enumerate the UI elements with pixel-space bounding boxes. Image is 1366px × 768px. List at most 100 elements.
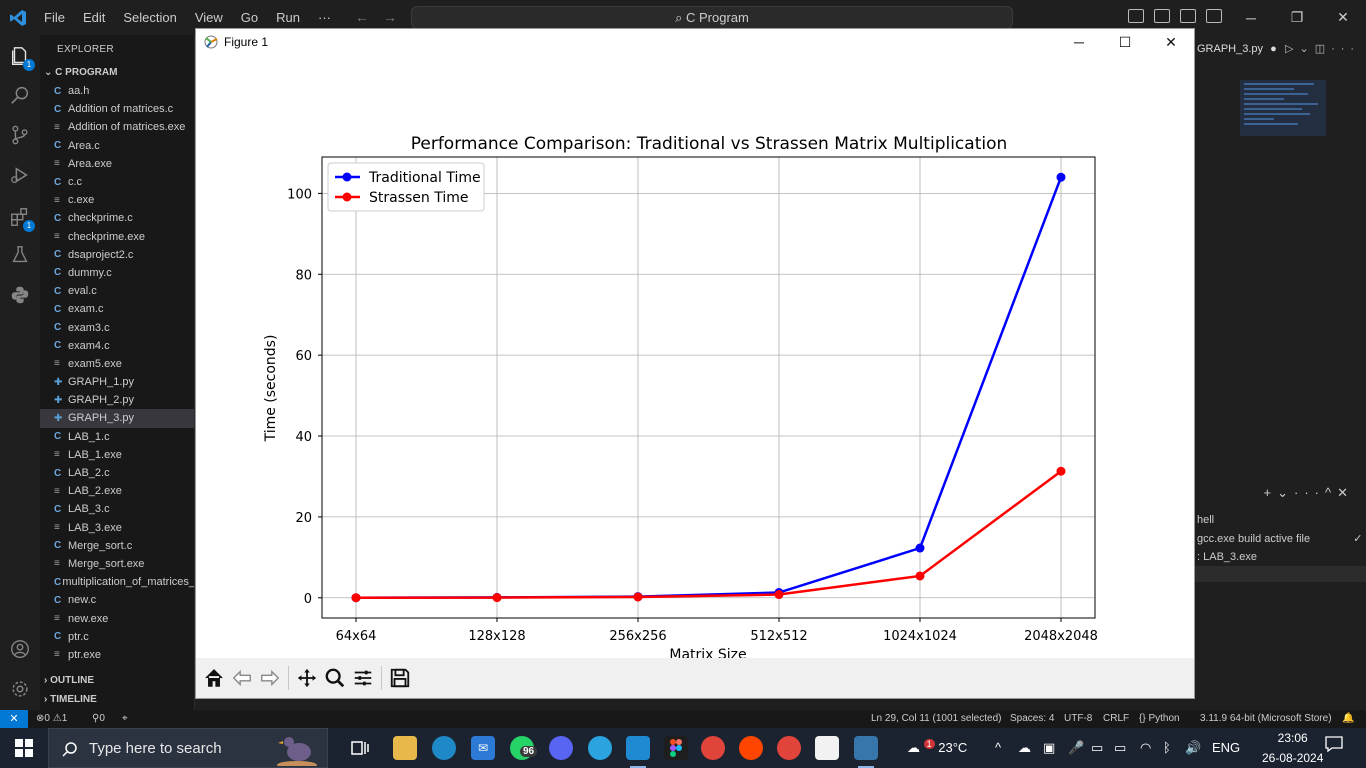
language-indicator[interactable]: ENG xyxy=(1212,740,1241,755)
file-item[interactable]: C Addition of matrices.c xyxy=(40,100,194,118)
file-item[interactable]: C LAB_1.c xyxy=(40,428,194,446)
file-item[interactable]: C Area.c xyxy=(40,137,194,155)
terminal-item[interactable]: : LAB_3.exe xyxy=(1197,551,1257,563)
menu-selection[interactable]: Selection xyxy=(123,10,177,25)
minimap[interactable] xyxy=(1240,80,1326,136)
maximize-panel-icon[interactable]: ^ xyxy=(1324,485,1338,500)
editor-tab-graph3[interactable]: GRAPH_3.py ● xyxy=(1195,35,1280,63)
python-taskbar-icon[interactable] xyxy=(854,736,878,760)
close-panel-icon[interactable]: ✕ xyxy=(1337,485,1354,500)
testing-icon[interactable] xyxy=(8,243,32,267)
reddit-icon[interactable] xyxy=(739,736,763,760)
vscode-taskbar-icon[interactable] xyxy=(626,736,650,760)
file-item[interactable]: ≡ LAB_2.exe xyxy=(40,482,194,500)
file-item[interactable]: ≡ c.exe xyxy=(40,191,194,209)
figma-icon[interactable] xyxy=(664,736,688,760)
remote-indicator-icon[interactable]: ✕ xyxy=(0,710,28,728)
split-editor-icon[interactable]: ◫ xyxy=(1314,43,1332,55)
more-actions-icon[interactable]: ··· xyxy=(1331,43,1361,55)
figure-close-button[interactable]: ✕ xyxy=(1165,33,1177,50)
pan-icon[interactable] xyxy=(293,663,321,693)
encoding[interactable]: UTF-8 xyxy=(1064,713,1093,724)
panel-more-icon[interactable]: ··· xyxy=(1293,485,1325,500)
minimize-button[interactable]: ─ xyxy=(1246,9,1256,26)
indentation[interactable]: Spaces: 4 xyxy=(1010,713,1055,724)
show-hidden-icons[interactable]: ^ xyxy=(995,740,1002,755)
file-item[interactable]: C LAB_2.c xyxy=(40,464,194,482)
problems-indicator[interactable]: ⊗0 ⚠1 xyxy=(36,710,67,728)
run-file-icon[interactable]: ▷⌄ xyxy=(1285,43,1315,55)
taskbar-search-box[interactable]: Type here to search xyxy=(48,728,328,768)
terminal-item[interactable]: hell xyxy=(1197,514,1215,526)
display-icon[interactable]: ▭ xyxy=(1091,740,1104,755)
back-arrow-icon[interactable]: ← xyxy=(355,9,383,25)
file-item[interactable]: ≡ Area.exe xyxy=(40,155,194,173)
file-item[interactable]: ≡ Merge_sort.exe xyxy=(40,555,194,573)
menu-go[interactable]: Go xyxy=(240,10,259,25)
source-control-icon[interactable] xyxy=(8,123,32,147)
save-icon[interactable] xyxy=(386,663,414,693)
file-item[interactable]: C LAB_3.c xyxy=(40,500,194,518)
menu-edit[interactable]: Edit xyxy=(82,10,106,25)
customize-layout-icon[interactable] xyxy=(1206,9,1222,23)
toggle-panel-icon[interactable] xyxy=(1154,9,1170,23)
extensions-icon[interactable]: 1 xyxy=(8,205,35,232)
toggle-sidebar-icon[interactable] xyxy=(1128,9,1144,23)
settings-gear-icon[interactable] xyxy=(8,677,32,701)
terminal-selected-row[interactable] xyxy=(1195,566,1366,582)
start-button[interactable] xyxy=(0,728,48,768)
toggle-secondary-sidebar-icon[interactable] xyxy=(1180,9,1196,23)
close-button[interactable]: ✕ xyxy=(1337,9,1349,25)
file-explorer-icon[interactable] xyxy=(393,736,417,760)
file-item[interactable]: ≡ new.exe xyxy=(40,609,194,627)
forward-arrow-icon[interactable]: → xyxy=(383,9,411,25)
explorer-icon[interactable]: 1 xyxy=(8,44,35,71)
file-item[interactable]: ≡ checkprime.exe xyxy=(40,228,194,246)
notepad-icon[interactable] xyxy=(815,736,839,760)
ports-indicator[interactable]: ⚲0 xyxy=(92,710,105,728)
figure-maximize-button[interactable]: ☐ xyxy=(1118,33,1132,50)
cursor-position[interactable]: Ln 29, Col 11 (1001 selected) xyxy=(871,713,1002,724)
file-item[interactable]: ≡ exam5.exe xyxy=(40,355,194,373)
file-item[interactable]: ≡ Addition of matrices.exe xyxy=(40,118,194,136)
discord-icon[interactable] xyxy=(549,736,573,760)
figure-minimize-button[interactable]: ─ xyxy=(1074,34,1084,50)
restore-button[interactable]: ❐ xyxy=(1290,9,1304,25)
notifications-bell-icon[interactable]: 🔔 xyxy=(1342,713,1355,724)
microphone-icon[interactable]: 🎤 xyxy=(1068,740,1085,755)
outline-section-header[interactable]: › OUTLINE xyxy=(44,675,94,686)
run-debug-icon[interactable] xyxy=(8,163,32,187)
volume-icon[interactable]: 🔊 xyxy=(1185,740,1202,755)
telegram-icon[interactable] xyxy=(588,736,612,760)
meet-now-icon[interactable]: ▣ xyxy=(1043,740,1056,755)
menu-file[interactable]: File xyxy=(44,10,65,25)
notification-center-icon[interactable] xyxy=(1325,728,1343,768)
python-interpreter[interactable]: 3.11.9 64-bit (Microsoft Store) xyxy=(1200,713,1332,724)
menu-more[interactable]: ··· xyxy=(318,10,331,25)
debug-launch-icon[interactable]: ⌖ xyxy=(122,713,128,724)
end-of-line[interactable]: CRLF xyxy=(1103,713,1130,724)
mail-icon[interactable]: ✉ xyxy=(471,736,495,760)
chrome-profile-icon[interactable] xyxy=(777,736,801,760)
chrome-icon[interactable] xyxy=(701,736,725,760)
search-view-icon[interactable] xyxy=(8,83,32,107)
file-item[interactable]: ≡ LAB_3.exe xyxy=(40,519,194,537)
file-item[interactable]: ≡ ptr.exe xyxy=(40,646,194,664)
file-item[interactable]: ✚ GRAPH_1.py xyxy=(40,373,194,391)
language-mode[interactable]: {} Python xyxy=(1139,710,1180,728)
back-icon[interactable] xyxy=(228,663,256,693)
weather-widget[interactable]: ☁ 1 23°C xyxy=(907,728,967,768)
zoom-icon[interactable] xyxy=(321,663,349,693)
file-item[interactable]: ✚ GRAPH_3.py xyxy=(40,409,194,428)
project-folder-header[interactable]: ⌄ C PROGRAM xyxy=(44,67,117,78)
home-icon[interactable] xyxy=(200,663,228,693)
